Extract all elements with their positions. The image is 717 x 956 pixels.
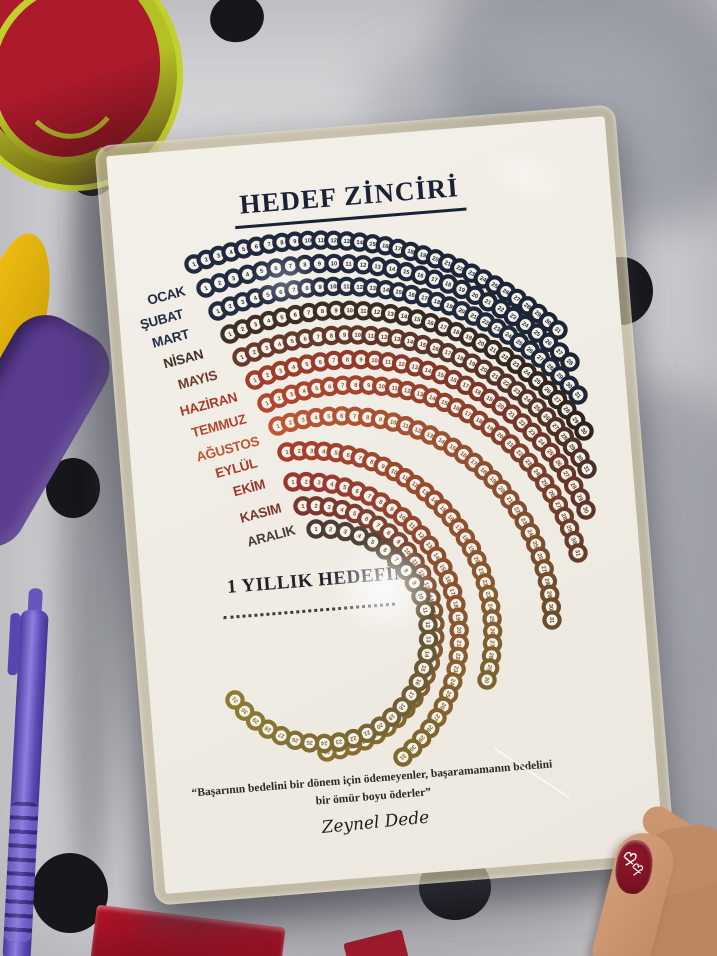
purple-ribbon <box>0 301 123 561</box>
pen-grip <box>3 801 39 943</box>
nail-art-bow <box>623 851 644 876</box>
red-object <box>88 904 286 956</box>
page-title: HEDEF ZİNCİRİ <box>110 162 590 239</box>
red-object-small <box>343 929 409 956</box>
poster-paper: HEDEF ZİNCİRİ 1 YILLIK HEDEFİM “Başarını… <box>106 116 664 894</box>
polka-dot <box>205 0 269 48</box>
quote-line2: bir ömür boyu öderler” <box>315 786 432 808</box>
hedef-zinciri-poster: HEDEF ZİNCİRİ 1 YILLIK HEDEFİM “Başarını… <box>94 104 676 906</box>
thumb-nail <box>612 837 656 897</box>
page-title-text: HEDEF ZİNCİRİ <box>232 171 467 230</box>
